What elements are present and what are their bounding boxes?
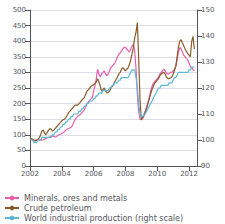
svg-text:2006: 2006: [85, 170, 103, 178]
svg-text:0: 0: [21, 162, 26, 170]
svg-text:350: 350: [13, 53, 26, 61]
svg-text:150: 150: [13, 115, 26, 123]
svg-text:50: 50: [17, 146, 26, 154]
svg-text:2004: 2004: [53, 170, 71, 178]
svg-text:500: 500: [13, 6, 26, 14]
svg-text:140: 140: [201, 32, 214, 40]
svg-text:250: 250: [13, 84, 26, 92]
svg-text:Minerals, ores and metals: Minerals, ores and metals: [24, 194, 127, 203]
svg-text:90: 90: [201, 162, 210, 170]
svg-text:100: 100: [201, 136, 214, 144]
svg-text:120: 120: [201, 84, 214, 92]
svg-text:150: 150: [201, 6, 214, 14]
svg-text:450: 450: [13, 22, 26, 30]
svg-text:300: 300: [13, 68, 26, 76]
svg-text:2012: 2012: [180, 170, 198, 178]
svg-text:2008: 2008: [117, 170, 135, 178]
svg-text:200: 200: [13, 100, 26, 108]
svg-text:400: 400: [13, 37, 26, 45]
svg-text:2010: 2010: [148, 170, 166, 178]
svg-text:Crude petroleum: Crude petroleum: [24, 204, 92, 213]
svg-text:World industrial production (r: World industrial production (right scale…: [24, 214, 183, 223]
svg-text:100: 100: [13, 131, 26, 139]
svg-text:2002: 2002: [21, 170, 39, 178]
svg-text:130: 130: [201, 58, 214, 66]
svg-text:110: 110: [201, 110, 214, 118]
